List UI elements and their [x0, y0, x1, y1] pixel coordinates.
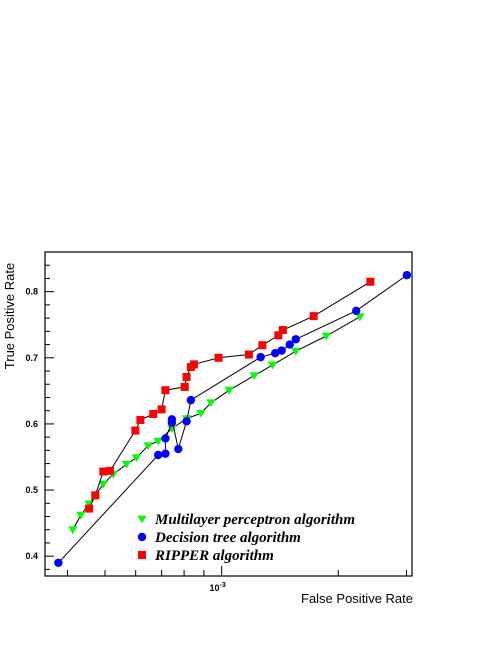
data-point — [161, 449, 170, 458]
data-point — [321, 332, 331, 341]
data-point — [189, 360, 198, 369]
data-point — [180, 382, 189, 391]
series-triangle-down — [68, 313, 365, 535]
data-point — [54, 558, 63, 567]
series-circle — [54, 270, 412, 567]
legend-marker — [137, 515, 147, 524]
data-point — [274, 331, 283, 340]
y-tick-label: 0.7 — [25, 353, 38, 363]
data-point — [76, 511, 86, 520]
data-point — [267, 361, 278, 370]
legend-label: Decision tree algorithm — [154, 530, 301, 546]
data-point — [91, 491, 100, 500]
data-point — [68, 526, 78, 535]
y-tick-label: 0.8 — [25, 287, 38, 297]
data-point — [131, 454, 142, 463]
y-tick-label: 0.4 — [25, 551, 38, 561]
data-point — [366, 277, 375, 286]
data-point — [174, 444, 183, 454]
data-point — [161, 434, 170, 443]
data-point — [244, 350, 253, 359]
data-point — [182, 372, 191, 381]
legend-marker — [137, 532, 147, 542]
data-point — [161, 386, 170, 395]
data-point — [278, 326, 287, 335]
data-point — [153, 437, 163, 446]
data-point — [249, 372, 259, 381]
y-axis-title: True Positive Rate — [2, 263, 17, 369]
data-point — [291, 335, 301, 344]
data-point — [157, 405, 166, 414]
series-square — [85, 277, 375, 513]
legend-label: RIPPER algorithm — [154, 548, 274, 564]
y-tick-label: 0.5 — [25, 485, 38, 495]
data-point — [105, 466, 114, 475]
data-point — [402, 270, 412, 280]
legend: Multilayer perceptron algorithm Decision … — [137, 512, 355, 564]
data-point — [224, 386, 234, 395]
data-point — [99, 467, 108, 476]
data-point — [154, 450, 163, 460]
legend-label: Multilayer perceptron algorithm — [154, 512, 355, 528]
data-point — [167, 415, 177, 424]
series-layer — [54, 270, 412, 567]
data-point — [131, 426, 140, 435]
data-point — [291, 347, 301, 356]
data-point — [355, 313, 365, 322]
x-axis-title: False Positive Rate — [301, 591, 413, 606]
data-point — [258, 341, 267, 350]
data-point — [121, 460, 132, 469]
series-line — [72, 316, 361, 530]
data-point — [214, 353, 223, 362]
legend-marker — [138, 551, 146, 559]
data-point — [285, 340, 294, 349]
y-axis-ticks: 0.4 0.5 0.6 0.7 0.8 — [25, 264, 54, 570]
data-point — [351, 306, 361, 316]
data-point — [85, 504, 94, 513]
data-point — [309, 312, 318, 321]
data-point — [136, 415, 145, 424]
x-tick-exponent: -3 — [220, 582, 226, 589]
data-point — [98, 480, 108, 489]
plot-frame — [44, 251, 413, 577]
x-tick-base: 10 — [210, 583, 220, 593]
x-axis-ticks: 10-3 — [66, 566, 407, 593]
data-point — [182, 417, 191, 426]
series-line — [88, 281, 371, 509]
data-point — [186, 395, 196, 405]
data-point — [277, 346, 286, 355]
x-tick-label: 10-3 — [210, 582, 226, 593]
y-tick-label: 0.6 — [25, 419, 38, 429]
data-point — [196, 409, 206, 418]
data-point — [143, 442, 153, 451]
data-point — [206, 399, 216, 408]
data-point — [271, 348, 280, 358]
data-point — [256, 352, 265, 362]
data-point — [149, 410, 158, 418]
